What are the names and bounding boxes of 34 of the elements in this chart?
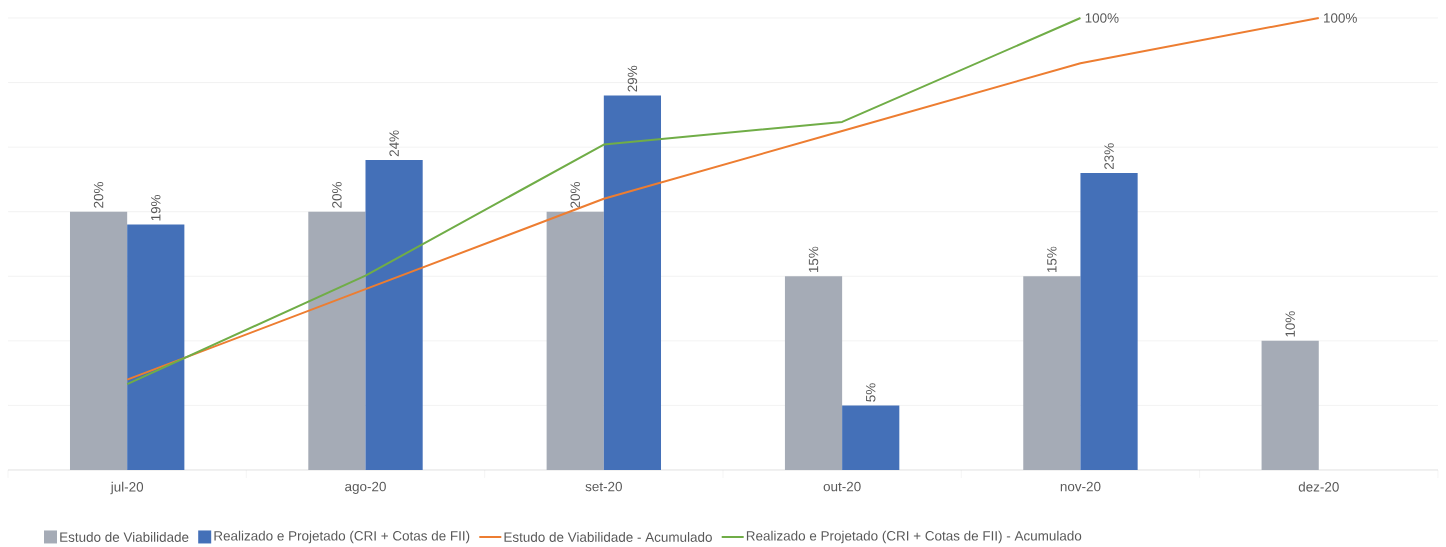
data-label: 29% [627, 65, 638, 92]
data-label: 19% [151, 194, 161, 221]
data-label: 15% [808, 246, 819, 273]
x-tick-label: jul-20 [110, 481, 144, 495]
legend-label: Estudo de Viabilidade [60, 532, 189, 542]
data-label: 20% [570, 182, 580, 208]
legend-label: Realizado e Projetado (CRI + Cotas de FII) [214, 530, 470, 544]
x-tick-label: dez-20 [1298, 481, 1339, 492]
bar [1023, 276, 1081, 470]
bar [546, 211, 604, 470]
bar [308, 211, 366, 470]
x-tick-label: out-20 [823, 481, 861, 492]
x-tick-label: ago-20 [345, 481, 386, 494]
bar [842, 405, 900, 470]
data-label: 20% [332, 182, 342, 208]
bar [603, 95, 662, 470]
data-label: 100% [1324, 13, 1357, 23]
bar [127, 224, 185, 470]
data-label: 20% [93, 182, 104, 208]
bar [1080, 172, 1138, 470]
bar [1261, 340, 1319, 470]
data-label: 24% [389, 130, 399, 157]
data-label: 5% [866, 383, 876, 402]
legend-label: Estudo de Viabilidade - Acumulado [504, 532, 712, 542]
data-label: 23% [1104, 143, 1114, 170]
bar [784, 276, 843, 470]
x-tick-label: nov-20 [1060, 481, 1101, 492]
bar [365, 160, 423, 470]
bar [69, 211, 128, 470]
data-label: 10% [1285, 311, 1295, 337]
data-label: 100% [1085, 13, 1119, 23]
x-tick-label: set-20 [585, 481, 622, 492]
legend-label: Realizado e Projetado (CRI + Cotas de FII) - Acumulado [746, 530, 1082, 544]
data-label: 15% [1047, 246, 1057, 273]
